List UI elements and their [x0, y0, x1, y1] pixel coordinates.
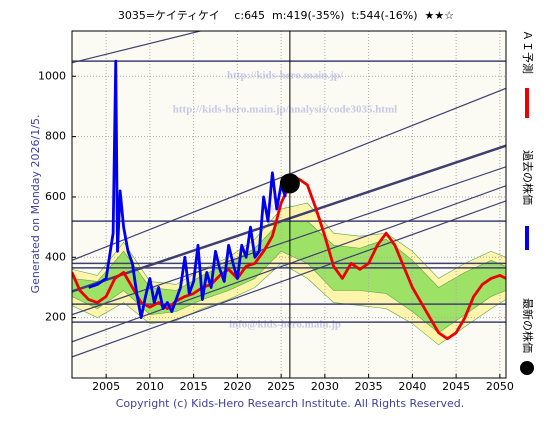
- x-tick-label: 2020: [223, 380, 251, 393]
- series-line: [88, 59, 287, 320]
- x-tick-label: 2025: [267, 380, 295, 393]
- trend-line: [72, 185, 506, 343]
- plot: [72, 31, 506, 378]
- chart-title: 3035=ケイティケイ c:645 m:419(-35%) t:544(-16%…: [118, 9, 454, 22]
- legend-marker: [520, 361, 534, 375]
- legend-label: ＡＩ予測: [521, 30, 535, 74]
- latest-point: [279, 173, 300, 194]
- footer: Copyright (c) Kids-Hero Research Institu…: [116, 397, 465, 410]
- x-tick-label: 2010: [136, 380, 164, 393]
- y-tick-label: 400: [45, 250, 66, 263]
- watermark: http://kids-hero.main.jp/: [227, 70, 344, 82]
- legend-label: 過去の株価: [521, 150, 535, 205]
- y-tick-label: 800: [45, 130, 66, 143]
- side-label: Generated on Monday 2026/1/5.: [29, 115, 42, 294]
- y-tick-label: 200: [45, 311, 66, 324]
- y-tick-label: 1000: [38, 69, 66, 82]
- x-tick-label: 2030: [311, 380, 339, 393]
- legend-label: 最新の株価: [521, 298, 535, 353]
- trend-line: [72, 200, 506, 358]
- plot-frame: [71, 30, 507, 379]
- trend-line: [72, 31, 203, 64]
- watermark: http://kids-hero.main.jp/analysis/code30…: [173, 104, 397, 116]
- trend-line: [72, 166, 506, 316]
- x-tick-label: 2015: [180, 380, 208, 393]
- x-tick-label: 2050: [486, 380, 514, 393]
- x-tick-label: 2005: [92, 380, 120, 393]
- x-tick-label: 2035: [355, 380, 383, 393]
- watermark: info@kids-hero.main.jp: [229, 319, 341, 331]
- x-tick-label: 2045: [442, 380, 470, 393]
- x-tick-label: 2040: [398, 380, 426, 393]
- trend-line: [72, 144, 506, 293]
- y-tick-label: 600: [45, 190, 66, 203]
